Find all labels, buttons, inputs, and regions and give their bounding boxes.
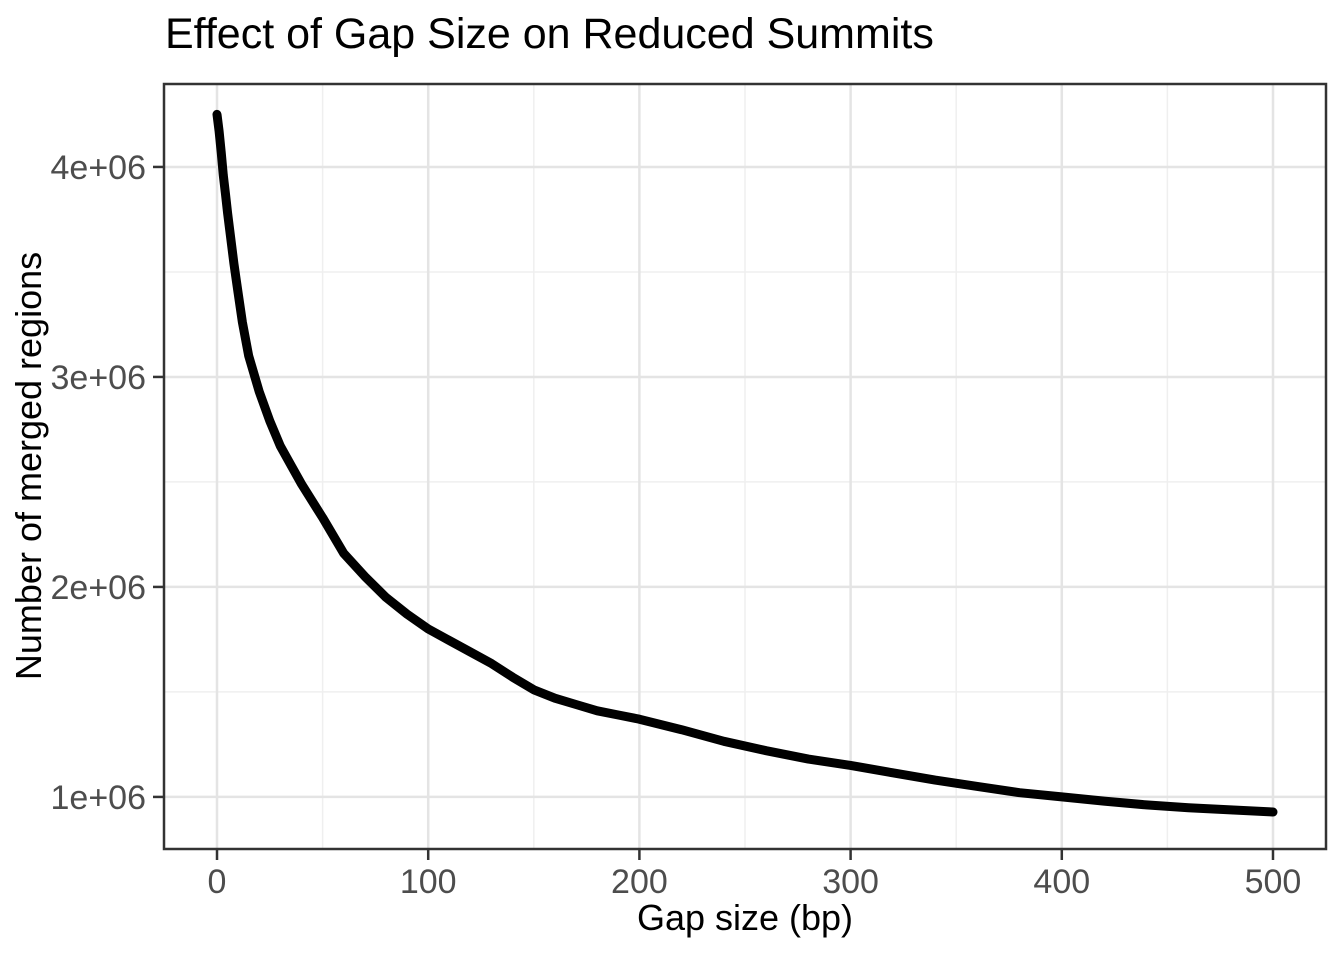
grid-minor-lines	[164, 84, 1326, 849]
x-axis-tick-labels: 0 100 200 300 400 500	[208, 863, 1302, 901]
grid-major-lines	[164, 84, 1326, 849]
x-tick-label: 100	[400, 863, 457, 901]
y-tick-label: 1e+06	[51, 779, 147, 817]
x-tick-label: 500	[1245, 863, 1302, 901]
axis-tick-marks	[153, 165, 1275, 860]
panel-border	[162, 82, 1328, 851]
y-tick-label: 2e+06	[51, 569, 147, 607]
x-tick-label: 0	[208, 863, 227, 901]
y-tick-label: 4e+06	[51, 149, 147, 187]
data-curve	[212, 109, 1278, 817]
x-tick-label: 400	[1033, 863, 1090, 901]
y-axis-tick-labels: 1e+06 2e+06 3e+06 4e+06	[51, 149, 147, 817]
x-tick-label: 300	[822, 863, 879, 901]
x-axis-title: Gap size (bp)	[637, 897, 853, 938]
plot-title: Effect of Gap Size on Reduced Summits	[165, 10, 934, 58]
y-axis-title: Number of merged regions	[8, 252, 49, 680]
x-tick-label: 200	[611, 863, 668, 901]
y-tick-label: 3e+06	[51, 359, 147, 397]
